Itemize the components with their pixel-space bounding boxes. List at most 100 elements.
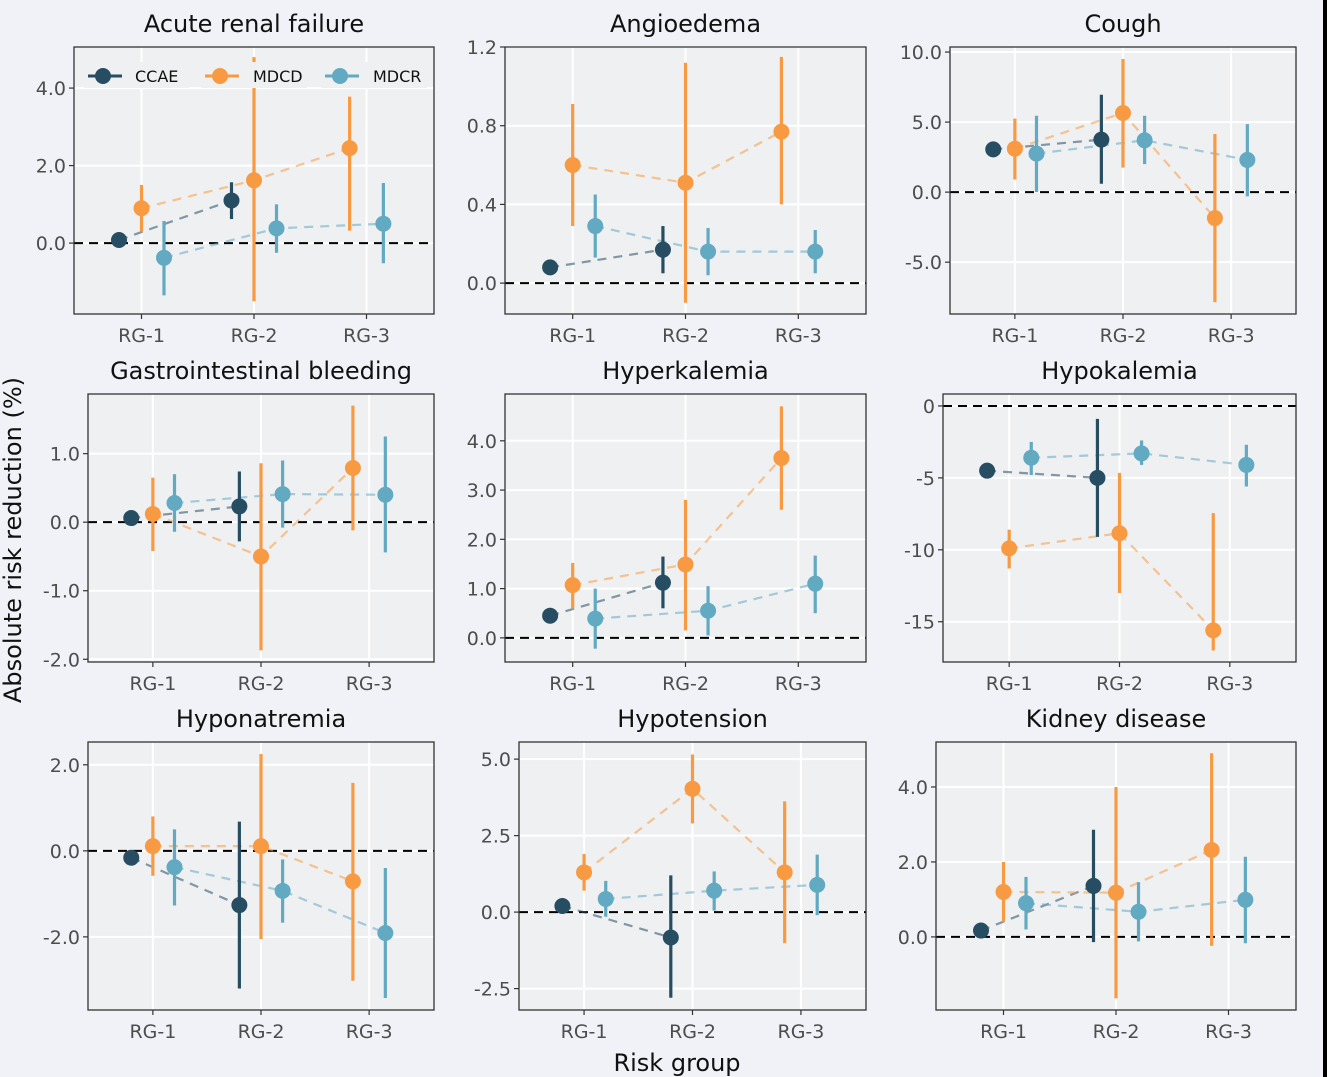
x-tick-label: RG-2 — [1093, 1021, 1140, 1043]
data-point-mdcr — [1018, 895, 1034, 912]
data-point-mdcr — [807, 575, 824, 592]
panel-title: Acute renal failure — [144, 10, 364, 38]
panel-border — [73, 46, 435, 315]
data-point-mdcd — [1108, 884, 1124, 901]
series-line-ccae — [549, 248, 664, 269]
series-line-ccae — [987, 469, 1098, 479]
x-tick-label: RG-3 — [1205, 1021, 1252, 1043]
x-tick-label: RG-3 — [775, 325, 822, 347]
y-tick-label: 5.0 — [481, 749, 511, 771]
data-point-mdcr — [1023, 449, 1040, 466]
y-tick-label: 1.2 — [467, 37, 497, 59]
data-point-mdcr — [166, 494, 183, 511]
data-point-mdcd — [1111, 525, 1128, 542]
data-point-ccae — [542, 259, 559, 276]
x-tick-label: RG-3 — [775, 673, 822, 695]
data-point-mdcr — [706, 882, 723, 899]
data-point-mdcd — [253, 548, 269, 565]
x-tick-label: RG-3 — [346, 1021, 393, 1043]
series-line-ccae — [118, 199, 232, 242]
y-tick-label: 10.0 — [900, 42, 942, 64]
y-tick-label: 5.0 — [912, 112, 942, 134]
x-tick-label: RG-2 — [238, 673, 285, 695]
y-tick-label: 4.0 — [898, 777, 928, 799]
data-point-mdcd — [133, 200, 150, 217]
y-axis-title: Absolute risk reduction (%) — [0, 377, 27, 703]
panel-title: Hyperkalemia — [602, 357, 769, 385]
data-point-mdcr — [1133, 445, 1150, 462]
data-point-ccae — [1085, 877, 1102, 894]
y-tick-label: 2.5 — [481, 826, 511, 848]
panel-border — [935, 741, 1297, 1011]
data-point-mdcr — [377, 924, 394, 941]
x-tick-label: RG-3 — [1208, 325, 1255, 347]
y-tick-label: 0.0 — [898, 927, 928, 949]
data-point-mdcd — [1001, 540, 1018, 557]
data-point-mdcr — [1239, 151, 1256, 168]
legend-key-point — [332, 68, 348, 84]
y-tick-label: 1.0 — [467, 579, 497, 601]
series-line-mdcd — [152, 845, 354, 883]
data-point-mdcd — [144, 838, 161, 855]
data-point-ccae — [654, 241, 671, 258]
y-tick-label: 0.8 — [467, 116, 497, 138]
data-point-ccae — [979, 462, 996, 479]
legend: CCAE MDCD MDCR — [84, 62, 427, 88]
data-point-ccae — [123, 849, 140, 866]
data-point-ccae — [231, 897, 248, 914]
y-tick-label: -15 — [904, 612, 935, 634]
x-tick-label: RG-2 — [231, 325, 278, 347]
data-point-mdcd — [677, 174, 694, 191]
series-line-ccae — [562, 904, 672, 939]
y-tick-label: 2.0 — [467, 529, 497, 551]
panel-title: Hyponatremia — [176, 705, 346, 733]
data-point-mdcr — [587, 610, 604, 627]
data-point-mdcd — [341, 140, 358, 157]
data-point-mdcd — [1203, 841, 1220, 858]
y-tick-label: 4.0 — [36, 78, 66, 100]
data-point-mdcr — [1237, 891, 1254, 908]
x-tick-label: RG-2 — [238, 1021, 285, 1043]
data-point-mdcr — [268, 220, 285, 237]
data-point-mdcd — [773, 450, 790, 467]
panel-gastrointestinal-bleeding: Gastrointestinal bleeding -2.0 -1.0 0.0 1.0 R… — [43, 357, 435, 695]
series-line-mdcr — [174, 866, 386, 935]
x-tick-label: RG-2 — [662, 325, 709, 347]
y-tick-label: 0 — [923, 396, 935, 418]
panel-title: Cough — [1084, 10, 1161, 38]
y-tick-label: -2.0 — [43, 649, 80, 671]
series-line-mdcr — [605, 883, 818, 901]
y-tick-label: 0.4 — [467, 194, 497, 216]
panel-title: Kidney disease — [1026, 705, 1207, 733]
data-point-mdcd — [576, 864, 593, 881]
legend-key-point — [212, 68, 228, 84]
x-tick-label: RG-1 — [118, 325, 165, 347]
y-tick-label: -2.0 — [43, 927, 80, 949]
data-point-mdcr — [377, 486, 394, 503]
data-point-mdcr — [166, 859, 183, 876]
data-point-mdcr — [700, 602, 717, 619]
y-tick-label: -5.0 — [905, 252, 942, 274]
panel-border — [518, 741, 867, 1011]
y-tick-label: 2.0 — [36, 156, 66, 178]
y-tick-label: 0.0 — [467, 628, 497, 650]
data-point-mdcr — [587, 218, 604, 235]
y-tick-label: 0.0 — [50, 512, 80, 534]
data-point-mdcr — [809, 876, 826, 893]
data-point-mdcr — [597, 890, 614, 907]
data-point-mdcr — [156, 249, 172, 266]
x-tick-label: RG-3 — [346, 673, 393, 695]
data-point-mdcr — [375, 215, 392, 232]
y-tick-label: 0.0 — [50, 841, 80, 863]
legend-item-mdcr: MDCR — [321, 62, 427, 88]
data-point-mdcr — [274, 486, 291, 503]
x-tick-label: RG-1 — [980, 1021, 1027, 1043]
x-tick-label: RG-2 — [662, 673, 709, 695]
data-point-mdcd — [995, 883, 1012, 900]
y-tick-label: 1.0 — [50, 444, 80, 466]
data-point-mdcd — [144, 505, 161, 522]
data-point-mdcd — [344, 460, 361, 477]
data-point-mdcd — [344, 873, 361, 890]
data-point-mdcr — [700, 243, 717, 260]
